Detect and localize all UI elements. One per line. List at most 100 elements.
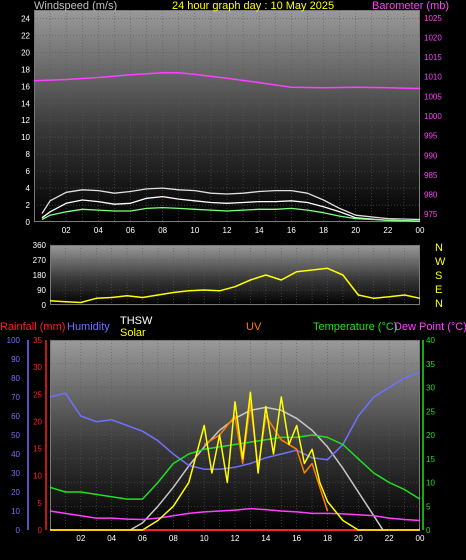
windspeed-tick-label: 24: [21, 14, 30, 23]
rainfall-tick-label: 35: [33, 336, 42, 345]
dew-point-line: [49, 507, 421, 522]
windspeed-tick-label: 8: [26, 150, 31, 159]
legend-dew-point: Dew Point (°C): [394, 321, 466, 333]
direction-label-e: E: [435, 284, 443, 296]
barometer-tick-label: 1015: [424, 53, 442, 62]
direction-label-n-top: N: [435, 242, 443, 254]
humidity-tick-label: 0: [16, 526, 21, 535]
temp-panel-x-tick-label: 02: [76, 534, 85, 543]
windspeed-tick-label: 6: [26, 167, 31, 176]
barometer-tick-label: 980: [424, 191, 438, 200]
temp-panel-x-tick-label: 00: [416, 534, 425, 543]
windspeed-tick-label: 22: [21, 31, 30, 40]
legend-temperature: Temperature (°C): [313, 321, 398, 333]
temp-panel-x-tick-label: 16: [292, 534, 301, 543]
legend-uv: UV: [246, 321, 262, 333]
legend-rainfall: Rainfall (mm): [0, 321, 66, 333]
humidity-tick-label: 60: [11, 412, 20, 421]
barometer-tick-label: 1010: [424, 73, 442, 82]
humidity-tick-label: 80: [11, 374, 20, 383]
windspeed-tick-label: 10: [21, 133, 30, 142]
temperature-tick-label: 15: [426, 455, 435, 464]
temp-panel-x-tick-label: 18: [323, 534, 332, 543]
barometer-tick-label: 995: [424, 132, 438, 141]
avg-wind-line: [41, 206, 421, 222]
wind-panel-x-tick-label: 14: [255, 226, 264, 235]
temperature-tick-label: 20: [426, 431, 435, 440]
barometer-tick-label: 1020: [424, 33, 442, 42]
wind-panel-x-tick-label: 16: [287, 226, 296, 235]
graph-title: 24 hour graph day : 10 May 2025: [172, 0, 335, 12]
barometer-axis-title: Barometer (mb): [372, 0, 450, 12]
direction-tick-label: 270: [33, 256, 47, 265]
temperature-tick-label: 35: [426, 360, 435, 369]
legend-humidity: Humidity: [67, 321, 110, 333]
rainfall-tick-label: 0: [38, 526, 43, 535]
temperature-tick-label: 25: [426, 407, 435, 416]
temperature-tick-label: 5: [426, 502, 431, 511]
temp-panel-x-tick-label: 10: [200, 534, 209, 543]
legend-solar: Solar: [120, 327, 146, 339]
windspeed-axis-title: Windspeed (m/s): [34, 0, 118, 12]
windspeed-line: [41, 195, 421, 222]
humidity-tick-label: 90: [11, 355, 20, 364]
barometer-tick-label: 985: [424, 171, 438, 180]
barometer-tick-label: 1025: [424, 14, 442, 23]
humidity-tick-label: 10: [11, 507, 20, 516]
legend-thsw: THSW: [120, 315, 153, 327]
wind-panel-x-tick-label: 06: [126, 226, 135, 235]
gust-line: [41, 187, 421, 221]
temperature-tick-label: 40: [426, 336, 435, 345]
humidity-line: [49, 371, 421, 470]
wind-panel-x-tick-label: 22: [383, 226, 392, 235]
humidity-tick-label: 70: [11, 393, 20, 402]
rainfall-tick-label: 30: [33, 363, 42, 372]
temp-panel-plot-background: [50, 340, 420, 530]
wind-panel-x-tick-label: 02: [62, 226, 71, 235]
wind-panel-x-tick-label: 04: [94, 226, 103, 235]
daylight-curve-line: [129, 406, 384, 531]
windspeed-tick-label: 4: [26, 184, 31, 193]
humidity-tick-label: 20: [11, 488, 20, 497]
barometer-tick-label: 1005: [424, 92, 442, 101]
wind-panel-x-tick-label: 08: [158, 226, 167, 235]
temp-panel-x-tick-label: 04: [107, 534, 116, 543]
direction-label-s: S: [435, 270, 443, 282]
temperature-tick-label: 30: [426, 384, 435, 393]
rainfall-tick-label: 5: [38, 499, 43, 508]
barometer-tick-label: 990: [424, 151, 438, 160]
temp-panel-x-tick-label: 22: [385, 534, 394, 543]
windspeed-tick-label: 14: [21, 99, 30, 108]
barometer-line: [33, 72, 421, 90]
windspeed-tick-label: 0: [26, 218, 31, 227]
solar-line: [50, 391, 420, 531]
temp-panel-x-tick-label: 20: [354, 534, 363, 543]
temperature-tick-label: 0: [426, 526, 431, 535]
temp-panel-x-tick-label: 08: [169, 534, 178, 543]
temp-panel-x-tick-label: 14: [261, 534, 270, 543]
humidity-tick-label: 100: [7, 336, 21, 345]
humidity-tick-label: 30: [11, 469, 20, 478]
rainfall-tick-label: 25: [33, 390, 42, 399]
wind-panel-x-tick-label: 20: [351, 226, 360, 235]
wind-panel-x-tick-label: 18: [319, 226, 328, 235]
wind-direction-line: [49, 267, 421, 304]
direction-tick-label: 0: [42, 301, 47, 310]
windspeed-tick-label: 12: [21, 116, 30, 125]
direction-tick-label: 180: [33, 271, 47, 280]
direction-tick-label: 360: [33, 241, 47, 250]
temperature-line: [49, 434, 421, 500]
temperature-tick-label: 10: [426, 479, 435, 488]
humidity-tick-label: 50: [11, 431, 20, 440]
windspeed-tick-label: 16: [21, 82, 30, 91]
windspeed-tick-label: 20: [21, 48, 30, 57]
direction-tick-label: 90: [37, 286, 46, 295]
barometer-tick-label: 975: [424, 210, 438, 219]
direction-label-w: W: [435, 256, 446, 268]
barometer-tick-label: 1000: [424, 112, 442, 121]
rainfall-tick-label: 15: [33, 445, 42, 454]
rainfall-tick-label: 10: [33, 472, 42, 481]
humidity-tick-label: 40: [11, 450, 20, 459]
